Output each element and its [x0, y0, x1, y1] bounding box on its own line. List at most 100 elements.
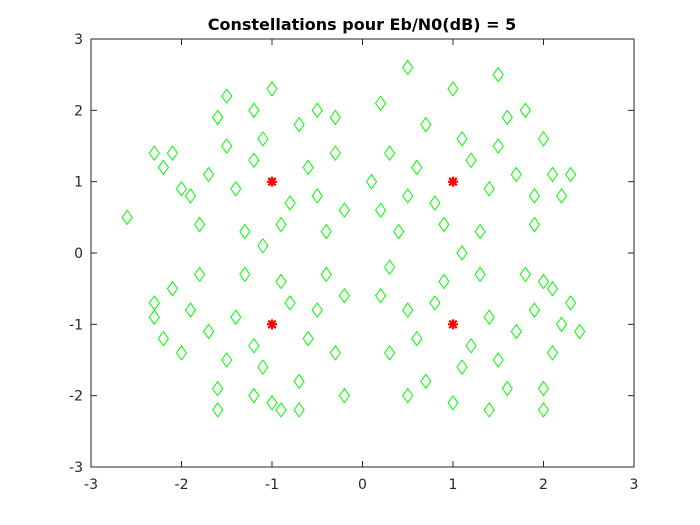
received-point — [510, 323, 522, 340]
received-point — [537, 380, 550, 397]
received-point — [456, 131, 468, 147]
received-point — [456, 245, 468, 261]
received-point — [184, 302, 197, 318]
received-point — [239, 266, 251, 283]
received-point — [184, 188, 197, 204]
x-tick-label: -3 — [84, 477, 98, 493]
received-point — [203, 323, 215, 340]
received-point — [338, 202, 351, 219]
x-tick-label: 2 — [539, 477, 548, 493]
received-point — [329, 345, 341, 361]
received-point — [374, 95, 387, 112]
received-point — [148, 295, 160, 311]
received-point — [230, 309, 242, 326]
received-point — [121, 209, 133, 226]
received-point — [311, 302, 323, 318]
received-point — [338, 387, 351, 404]
received-point — [302, 159, 314, 176]
received-point — [275, 273, 287, 290]
received-point — [528, 188, 541, 204]
received-point — [284, 295, 296, 311]
received-point — [248, 152, 260, 169]
received-point — [501, 380, 513, 397]
received-point — [338, 287, 351, 304]
constellation-point — [267, 319, 277, 330]
received-point — [402, 387, 414, 404]
y-tick-label: 1 — [74, 175, 83, 191]
received-point — [203, 166, 215, 183]
received-point — [483, 309, 495, 326]
received-point — [510, 166, 522, 183]
y-tick-label: 3 — [74, 32, 83, 48]
received-point — [193, 216, 206, 233]
received-point — [528, 216, 541, 233]
received-point — [384, 145, 396, 161]
received-point — [429, 195, 441, 211]
chart-title: Constellations pour Eb/N0(dB) = 5 — [208, 15, 517, 34]
received-point — [148, 145, 160, 161]
received-point — [546, 345, 559, 361]
received-point — [374, 287, 387, 304]
received-point — [393, 223, 405, 240]
received-point — [420, 373, 432, 390]
received-point — [329, 145, 341, 161]
received-point — [474, 223, 486, 240]
received-point — [384, 259, 396, 276]
received-point — [411, 159, 423, 176]
x-tick-label: -1 — [265, 477, 279, 493]
received-point — [148, 309, 160, 326]
received-point — [212, 380, 224, 397]
received-point — [411, 330, 423, 347]
received-point — [311, 102, 323, 119]
received-point — [311, 188, 323, 204]
received-point — [275, 402, 287, 418]
received-point — [402, 59, 414, 76]
received-point — [275, 216, 287, 233]
received-point — [501, 109, 513, 126]
received-point — [166, 145, 179, 161]
axes: -3 -2 -1 0 1 2 3 -3 -2 -1 0 1 2 3 — [69, 32, 638, 493]
received-point — [483, 402, 495, 418]
received-point — [320, 266, 332, 283]
plot-area — [121, 59, 586, 418]
received-point — [384, 345, 396, 361]
received-point — [221, 138, 233, 154]
received-point — [565, 166, 577, 183]
received-point — [157, 159, 170, 176]
received-point — [166, 280, 179, 297]
received-point — [221, 88, 233, 104]
received-point — [212, 402, 224, 418]
x-tick-label: 0 — [358, 477, 367, 493]
received-point — [483, 180, 495, 197]
constellation-point — [448, 176, 458, 187]
received-point — [465, 337, 477, 354]
received-point — [456, 359, 468, 375]
received-point — [537, 273, 550, 290]
received-point — [546, 166, 559, 183]
y-tick-label: -2 — [69, 389, 83, 405]
received-point — [438, 216, 450, 233]
received-point — [447, 81, 459, 97]
received-point — [574, 323, 586, 340]
received-point — [266, 81, 278, 97]
received-point — [429, 295, 441, 311]
received-point — [157, 330, 170, 347]
received-point — [284, 195, 296, 211]
received-point — [402, 302, 414, 318]
x-tick-label: 3 — [630, 477, 639, 493]
received-point — [438, 273, 450, 290]
received-point — [293, 402, 305, 418]
received-point — [320, 223, 332, 240]
received-point — [519, 102, 532, 119]
received-point — [329, 109, 341, 126]
y-tick-label: 2 — [74, 103, 83, 119]
received-point — [221, 352, 233, 368]
constellation-point — [448, 319, 458, 330]
received-point — [175, 345, 188, 361]
received-point — [239, 223, 251, 240]
constellation-point — [267, 176, 277, 187]
received-point — [293, 373, 305, 390]
received-point — [293, 116, 305, 133]
